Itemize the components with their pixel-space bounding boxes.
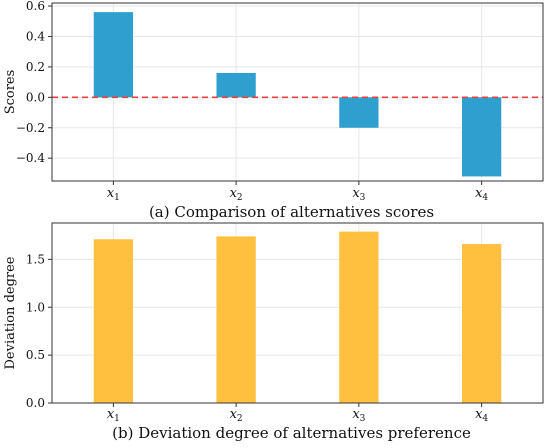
panel-caption: (a) Comparison of alternatives scores <box>149 203 434 221</box>
bar-x2 <box>216 236 256 403</box>
bar-x3 <box>339 97 379 128</box>
bar-x3 <box>339 231 379 403</box>
y-tick-label: 0.2 <box>26 60 45 74</box>
x-tick-label-x2: x2 <box>230 186 243 203</box>
x-tick-label-x2: x2 <box>230 407 243 424</box>
y-axis-label: Deviation degree <box>3 256 18 369</box>
bar-x4 <box>461 244 502 403</box>
plot-frame <box>51 222 544 404</box>
y-tick-label: 0.0 <box>26 396 45 410</box>
y-tick-label: 1.0 <box>26 300 45 314</box>
x-tick-label-x3: x3 <box>352 186 365 203</box>
x-tick-label-x1: x1 <box>107 186 120 203</box>
panel-a-scores: −0.4 −0.2 0.0 0.2 0.4 0.6 x1 x2 x3 x4 Scores (a) Co… <box>3 0 544 221</box>
x-tick-label-x1: x1 <box>107 407 120 424</box>
bar-x4 <box>461 97 502 177</box>
y-tick-label: 0.4 <box>26 29 45 43</box>
bar-x1 <box>93 239 134 403</box>
y-tick-label: 0.5 <box>26 348 45 362</box>
y-tick-label: −0.2 <box>16 121 45 135</box>
panel-b-deviation: 0.0 0.5 1.0 1.5 x1 x2 x3 x4 Deviation degree (b) … <box>3 222 544 442</box>
y-tick-label: −0.4 <box>16 151 46 165</box>
y-tick-label: 0.0 <box>26 90 45 104</box>
panel-caption: (b) Deviation degree of alternatives pre… <box>112 424 471 442</box>
y-axis-label: Scores <box>3 70 18 115</box>
x-tick-label-x4: x4 <box>475 186 488 203</box>
y-tick-label: 0.6 <box>26 0 45 13</box>
bar-x2 <box>216 72 256 98</box>
x-tick-label-x4: x4 <box>475 407 488 424</box>
plot-frame <box>51 2 544 182</box>
x-tick-label-x3: x3 <box>352 407 365 424</box>
y-tick-label: 1.5 <box>26 252 45 266</box>
bar-x1 <box>93 12 134 98</box>
